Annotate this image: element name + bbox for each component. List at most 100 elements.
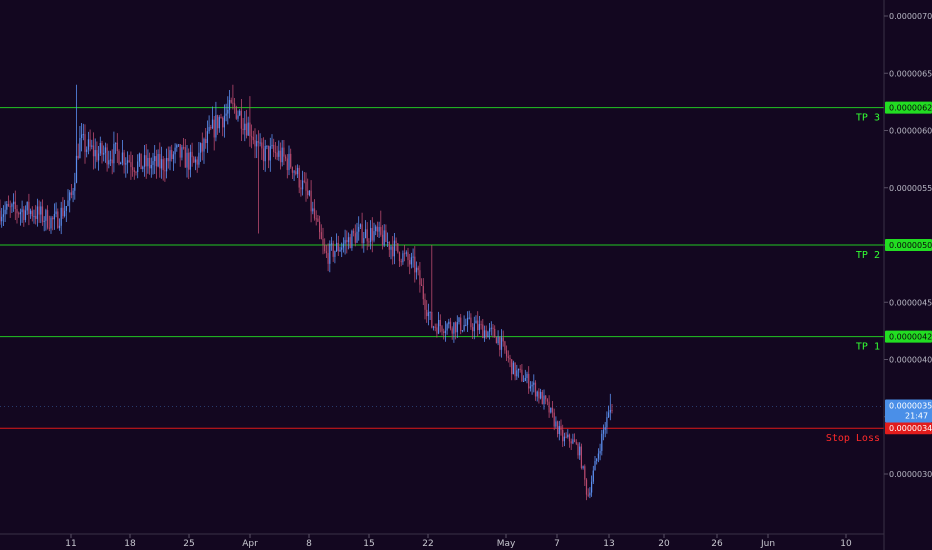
levels-layer: TP 3 TP 2 TP 1 Stop Loss <box>0 107 884 444</box>
candle-body <box>580 446 582 469</box>
candle-body <box>536 391 538 397</box>
candle-body <box>424 299 426 310</box>
candle-body <box>558 426 560 435</box>
candle-body <box>13 201 15 205</box>
candle-body <box>426 309 428 317</box>
candle-body <box>415 267 418 273</box>
candle-body <box>325 251 327 254</box>
candle-body <box>113 143 115 164</box>
candle-body <box>152 161 154 165</box>
price-tag <box>885 422 932 435</box>
candle-body <box>252 137 254 141</box>
candle-body <box>596 458 598 462</box>
candle-body <box>310 190 312 212</box>
x-tick-label: 22 <box>422 539 433 549</box>
candle-body <box>609 410 611 413</box>
candle-body <box>74 182 76 191</box>
candle-body <box>118 151 120 165</box>
candle-body <box>133 170 135 172</box>
candle-body <box>346 240 348 243</box>
candle-body <box>103 152 105 155</box>
candle-body <box>562 429 564 442</box>
candle-body <box>470 317 472 328</box>
candle-body <box>206 131 208 144</box>
candle-body <box>567 434 569 437</box>
candle-body <box>436 327 438 334</box>
candle-body <box>58 225 61 228</box>
candle-body <box>222 117 224 128</box>
candle-body <box>167 157 169 162</box>
current-price-tag <box>885 399 932 423</box>
candle-body <box>128 160 130 163</box>
candle-body <box>439 319 441 327</box>
candle-body <box>210 127 212 129</box>
candle-body <box>434 326 436 328</box>
candle-body <box>319 221 321 233</box>
candle-body <box>89 139 91 147</box>
candle-body <box>341 247 343 250</box>
candle-body <box>524 377 526 382</box>
candle-body <box>531 384 533 387</box>
candle-body <box>523 381 525 383</box>
candle-body <box>273 144 275 152</box>
candle-body <box>269 146 271 161</box>
candle-body <box>0 210 1 222</box>
candle-body <box>266 145 268 147</box>
time-axis[interactable]: 11 18 25 Apr 8 15 22 May 7 13 20 26 Jun 10 <box>65 534 852 549</box>
candle-body <box>575 442 577 444</box>
candle-body <box>514 362 516 377</box>
candle-body <box>405 252 407 254</box>
candle-body <box>98 153 100 161</box>
candle-body <box>293 171 295 173</box>
candle-body <box>461 330 463 332</box>
candle-body <box>23 209 25 221</box>
candle-body <box>373 231 375 241</box>
candle-body <box>283 147 285 157</box>
candle-body <box>494 328 496 338</box>
candle-body <box>604 427 606 430</box>
candle-body <box>390 246 392 250</box>
candle-body <box>211 119 214 129</box>
candle-body <box>126 160 129 164</box>
candle-body <box>584 466 586 480</box>
candle-body <box>364 229 367 239</box>
candle-body <box>96 150 98 161</box>
candle-body <box>159 153 161 169</box>
candle-body <box>529 386 531 389</box>
candle-body <box>451 328 453 334</box>
candle-body <box>388 241 390 250</box>
candle-body <box>137 161 139 172</box>
candle-body <box>47 210 49 228</box>
candle-body <box>45 210 47 221</box>
candle-body <box>7 203 10 207</box>
candle-body <box>279 150 282 163</box>
x-tick-label: 10 <box>840 539 852 549</box>
candle-body <box>592 470 594 482</box>
candle-body <box>62 207 64 217</box>
candle-body <box>358 226 360 232</box>
candle-body <box>570 441 572 444</box>
candle-body <box>143 155 146 167</box>
x-tick-label: 20 <box>658 539 670 549</box>
candle-body <box>483 330 486 339</box>
candle-body <box>480 324 482 326</box>
candle-body <box>184 147 186 168</box>
candle-body <box>315 218 317 220</box>
candle-body <box>150 164 152 169</box>
candle-body <box>295 171 297 175</box>
candle-body <box>262 148 265 162</box>
candle-body <box>21 209 23 213</box>
candle-body <box>565 436 567 438</box>
candle-body <box>28 201 30 214</box>
countdown-label: 21:47 <box>905 411 928 420</box>
candle-body <box>557 421 559 435</box>
candle-body <box>228 100 231 110</box>
candle-body <box>2 214 4 217</box>
candle-body <box>512 362 514 375</box>
candle-body <box>422 285 424 300</box>
candle-body <box>449 321 452 329</box>
